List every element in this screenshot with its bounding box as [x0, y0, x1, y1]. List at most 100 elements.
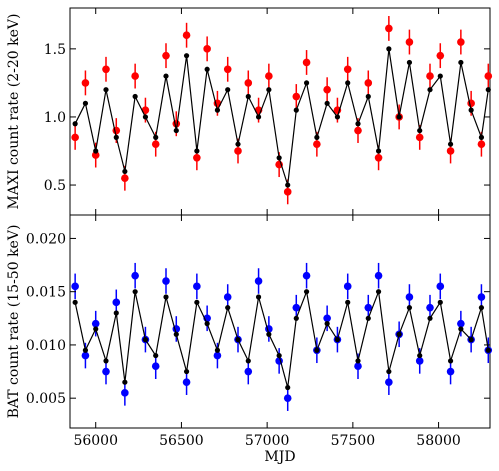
maxi-model-point: [132, 93, 138, 100]
maxi-data-point: [354, 126, 362, 135]
bat-data-point: [364, 303, 373, 312]
maxi-data-point: [162, 51, 170, 60]
bat-model-point: [173, 331, 179, 337]
bat-model-point: [235, 337, 241, 343]
bat-data-point: [446, 367, 455, 376]
maxi-axis-layer: 0.5 1.0 1.5: [44, 8, 490, 215]
maxi-model-point: [285, 182, 291, 188]
maxi-data-point: [151, 140, 160, 148]
bat-data-point: [112, 298, 121, 307]
maxi-model-point: [183, 53, 190, 59]
x-tick-label: 58000: [416, 433, 461, 449]
bat-model-point: [276, 352, 282, 359]
bat-data-point: [121, 389, 129, 397]
maxi-model-point: [245, 93, 251, 100]
bat-model-point: [103, 358, 109, 364]
bat-data-point: [426, 303, 434, 312]
maxi-data-point: [446, 147, 455, 155]
maxi-model-point: [142, 114, 149, 120]
maxi-data-point: [302, 58, 311, 67]
bat-model-point: [214, 347, 221, 353]
maxi-model-point: [478, 134, 485, 140]
bat-model-point: [458, 326, 464, 332]
maxi-data-point: [91, 151, 100, 159]
maxi-model-point: [163, 73, 169, 79]
maxi-model-point: [122, 168, 128, 175]
x-tick-label: 56500: [159, 433, 204, 449]
maxi-y-tick-label: 1.5: [44, 42, 66, 58]
bat-y-tick-label: 0.010: [26, 338, 66, 354]
maxi-model-point: [113, 134, 119, 140]
maxi-model-point: [468, 107, 474, 113]
bat-data-point: [405, 293, 414, 301]
x-tick-label: 57000: [245, 433, 290, 449]
bat-data-point: [71, 282, 79, 291]
bat-data-point: [457, 319, 465, 328]
maxi-model-point: [214, 107, 221, 113]
maxi-model-point: [194, 148, 200, 154]
maxi-model-point: [276, 155, 282, 161]
bat-model-point: [396, 331, 402, 337]
bat-model-point: [153, 352, 159, 359]
maxi-data-point: [484, 72, 493, 80]
maxi-model-point: [437, 73, 443, 79]
maxi-model-point: [396, 114, 402, 120]
bat-model-point: [285, 384, 291, 391]
bat-model-point: [132, 289, 138, 295]
maxi-panel: 0.5 1.0 1.5 MAXI count rate (2-20 keV): [6, 7, 493, 216]
maxi-model-point: [235, 141, 241, 147]
maxi-data-point: [112, 126, 121, 135]
maxi-data-point: [374, 154, 383, 162]
bat-model-point: [447, 358, 454, 364]
bat-data-point: [182, 378, 191, 387]
maxi-data-layer: [71, 16, 493, 205]
maxi-data-point: [343, 65, 352, 74]
bat-data-point: [302, 271, 311, 280]
bat-model-point: [113, 310, 119, 316]
maxi-data-point: [244, 79, 253, 87]
maxi-data-point: [313, 140, 321, 148]
bat-data-point: [374, 271, 383, 280]
maxi-model-point: [355, 121, 361, 127]
maxi-data-point: [121, 174, 129, 183]
bat-data-point: [477, 293, 486, 301]
bat-y-tick-label: 0.020: [26, 231, 66, 247]
bat-data-point: [415, 357, 424, 365]
bat-model-point: [204, 321, 210, 327]
maxi-model-point: [173, 127, 179, 134]
bat-model-point: [303, 289, 310, 295]
bat-model-point: [468, 337, 474, 343]
bat-data-point: [151, 362, 160, 371]
bat-model-point: [314, 347, 320, 353]
maxi-data-point: [182, 31, 191, 40]
maxi-data-point: [292, 92, 301, 101]
bat-data-point: [385, 378, 393, 387]
maxi-model-point: [345, 80, 351, 86]
maxi-data-point: [234, 147, 242, 155]
bat-data-point: [354, 362, 362, 371]
maxi-model-point: [427, 87, 433, 93]
maxi-data-point: [283, 188, 292, 196]
bat-model-point: [365, 315, 371, 321]
bat-model-point: [163, 294, 169, 300]
bat-model-point: [406, 305, 413, 311]
x-axis-label: MJD: [264, 449, 295, 465]
maxi-data-point: [426, 72, 434, 80]
bat-model-point: [225, 305, 231, 311]
bat-model-point: [82, 347, 89, 353]
maxi-model-point: [72, 121, 78, 127]
maxi-data-point: [436, 51, 445, 60]
bat-y-tick-label: 0.015: [26, 285, 66, 301]
bat-data-point: [131, 271, 139, 280]
bat-data-point: [102, 367, 110, 376]
bat-model-point: [437, 299, 443, 305]
bat-model-point: [183, 368, 190, 375]
maxi-model-point: [485, 87, 491, 93]
bat-axis-layer: 0.005 0.010 0.015 0.020 56000 56500 57000 57500…: [26, 215, 490, 449]
bat-model-point: [93, 326, 99, 332]
maxi-data-point: [477, 140, 486, 148]
maxi-model-point: [82, 100, 89, 106]
maxi-model-point: [266, 87, 272, 93]
bat-y-tick-label: 0.005: [26, 391, 66, 407]
